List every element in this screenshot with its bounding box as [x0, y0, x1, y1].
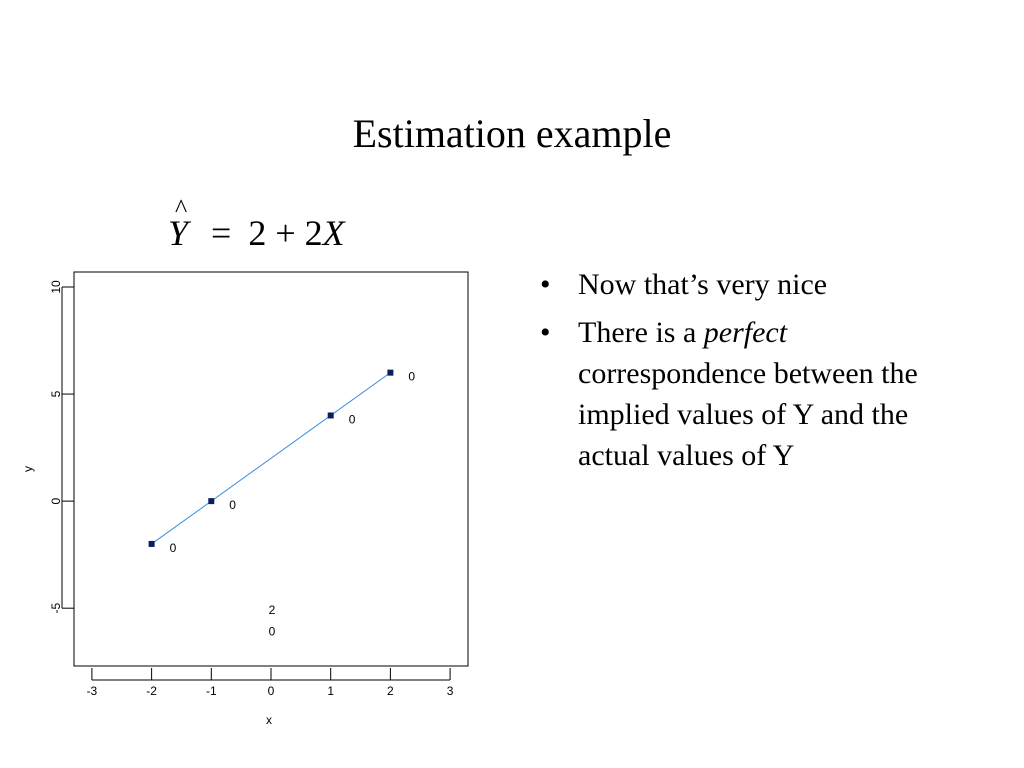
hat-accent: ^	[175, 194, 188, 223]
y-tick-label: 0	[49, 497, 63, 504]
bullet-text: Now that’s very nice	[578, 268, 828, 301]
y-tick-label: -5	[49, 603, 63, 614]
y-axis-label: y	[21, 466, 35, 472]
point-label: 0	[408, 370, 415, 384]
y-hat: ^ Y	[168, 194, 189, 254]
x-tick-label: -3	[87, 684, 98, 698]
bullet-item: • There is a perfect correspondence betw…	[540, 312, 980, 476]
bullet-text: There is a	[578, 316, 704, 349]
bullet-text: correspondence between the implied value…	[578, 357, 918, 472]
equation-intercept: 2	[248, 213, 267, 253]
bullet-item: • Now that’s very nice	[540, 264, 980, 305]
slide-title: Estimation example	[352, 111, 672, 156]
point-label: 0	[170, 541, 177, 555]
equation-rhs-variable: X	[322, 213, 345, 253]
data-point	[148, 540, 155, 547]
point-label: 0	[229, 498, 236, 512]
plot-annotation: 2	[269, 603, 276, 617]
x-tick-label: 2	[387, 684, 394, 698]
y-tick-label: 10	[49, 280, 63, 294]
equation-plus: +	[275, 213, 296, 253]
bullet-dot: •	[540, 268, 551, 301]
x-axis-label: x	[266, 713, 272, 727]
equation-slope: 2	[304, 213, 323, 253]
equation-equals: =	[211, 213, 232, 253]
x-tick-label: -1	[206, 684, 217, 698]
regression-equation: ^ Y = 2 + 2X	[168, 194, 345, 254]
data-point	[387, 369, 394, 376]
x-tick-label: 0	[268, 684, 275, 698]
y-tick-label: 5	[49, 390, 63, 397]
equation-lhs-variable: Y	[168, 213, 189, 253]
data-point	[208, 498, 215, 505]
x-tick-label: 1	[327, 684, 334, 698]
x-tick-label: -2	[146, 684, 157, 698]
bullet-emphasis: perfect	[703, 316, 788, 349]
bullet-dot: •	[540, 316, 551, 349]
x-tick-label: 3	[447, 684, 454, 698]
plot-annotation: 0	[269, 625, 276, 639]
data-point	[327, 412, 334, 419]
bullet-list: • Now that’s very nice • There is a perf…	[540, 264, 980, 483]
fit-line	[151, 372, 391, 545]
plot-frame	[73, 271, 469, 667]
point-label: 0	[349, 412, 356, 426]
